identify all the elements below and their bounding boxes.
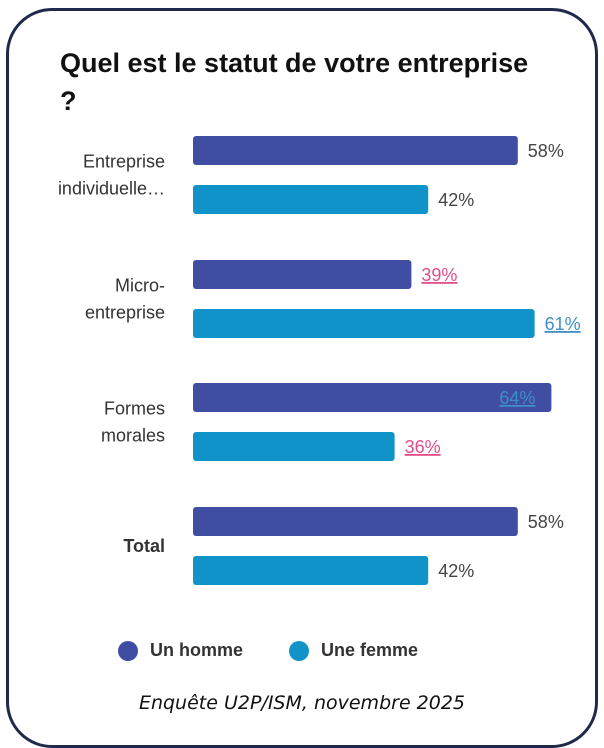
data-label: 39% xyxy=(421,265,457,285)
legend-swatch-homme xyxy=(118,640,138,661)
bar-femme xyxy=(193,432,395,461)
legend-label-femme: Une femme xyxy=(321,640,419,660)
category-label: Total xyxy=(123,536,165,556)
legend-item-femme: Une femme xyxy=(289,640,418,661)
bar-femme xyxy=(193,309,535,338)
category-label: Micro-entreprise xyxy=(85,276,165,323)
category-label: Entreprise individuelle… xyxy=(58,152,165,199)
legend-label-homme: Un homme xyxy=(150,640,244,660)
legend-swatch-femme xyxy=(289,640,310,661)
bar-homme xyxy=(193,260,412,289)
data-label: 58% xyxy=(528,141,564,161)
legend: Un homme Une femme xyxy=(118,640,464,661)
data-label: 36% xyxy=(405,437,441,457)
bar-homme xyxy=(193,383,552,412)
data-label: 58% xyxy=(528,512,564,532)
category-label: Formes morales xyxy=(101,399,165,446)
source-note: Enquête U2P/ISM, novembre 2025 xyxy=(138,692,466,714)
data-label: 64% xyxy=(499,388,535,408)
chart-title: Quel est le statut de votre entreprise ? xyxy=(60,48,529,116)
data-label: 42% xyxy=(438,561,474,581)
bar-femme xyxy=(193,556,429,585)
bar-femme xyxy=(193,185,429,214)
data-label: 42% xyxy=(438,190,474,210)
data-label: 61% xyxy=(545,314,581,334)
legend-item-homme: Un homme xyxy=(118,640,243,661)
bar-chart: Entreprise individuelle… 58% 42% Micro-entre… xyxy=(58,136,581,585)
bar-homme xyxy=(193,136,518,165)
bar-homme xyxy=(193,507,518,536)
